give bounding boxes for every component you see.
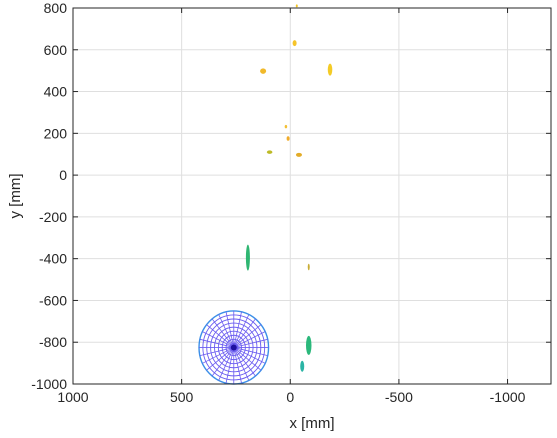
mesh-spoke bbox=[218, 347, 235, 381]
mesh-spoke bbox=[199, 347, 234, 356]
tick-labels: 1000 500 0 -500 -1000 800 600 400 200 0 -200 -400 -6… bbox=[31, 0, 525, 405]
x-tick-label: 1000 bbox=[57, 389, 88, 405]
mesh-spoke bbox=[233, 338, 268, 348]
axes bbox=[72, 7, 552, 385]
mesh-spoke bbox=[233, 347, 268, 356]
mesh-spoke bbox=[211, 347, 235, 377]
mesh-spoke bbox=[225, 311, 235, 348]
mesh-spoke bbox=[206, 347, 235, 371]
mesh-spoke bbox=[233, 324, 262, 348]
data-blob bbox=[300, 360, 305, 372]
mesh-spoke bbox=[218, 314, 235, 348]
y-tick-label: -1000 bbox=[31, 376, 67, 392]
mesh-spoke bbox=[233, 347, 242, 384]
data-blob bbox=[245, 244, 250, 271]
mesh-spoke bbox=[202, 331, 234, 348]
data-marks bbox=[198, 4, 333, 385]
mesh-spoke bbox=[233, 347, 250, 381]
mesh-spoke bbox=[225, 347, 235, 384]
data-blob bbox=[284, 124, 288, 129]
y-tick-label: 400 bbox=[44, 84, 68, 100]
data-blob bbox=[266, 150, 273, 154]
data-blob bbox=[307, 263, 310, 271]
x-tick-label: 0 bbox=[286, 389, 294, 405]
y-axis-label: y [mm] bbox=[7, 174, 24, 219]
data-blob bbox=[327, 63, 333, 76]
y-tick-label: 0 bbox=[59, 167, 67, 183]
mesh-ellipse bbox=[198, 310, 270, 385]
y-tick-label: 600 bbox=[44, 42, 68, 58]
data-blob bbox=[286, 136, 290, 141]
y-tick-label: -800 bbox=[39, 334, 67, 350]
y-tick-label: -200 bbox=[39, 209, 67, 225]
x-axis-label: x [mm] bbox=[290, 415, 335, 432]
mesh-center bbox=[230, 344, 237, 351]
data-blob bbox=[292, 40, 297, 47]
x-tick-label: -1000 bbox=[490, 389, 526, 405]
mesh-spoke bbox=[233, 314, 250, 348]
y-tick-label: 200 bbox=[44, 125, 68, 141]
mesh-spoke bbox=[233, 347, 266, 364]
y-tick-label: 800 bbox=[44, 0, 68, 16]
mesh-spoke bbox=[233, 347, 262, 371]
mesh-spoke bbox=[233, 331, 266, 348]
grid-lines bbox=[72, 7, 551, 385]
mesh-spoke bbox=[233, 311, 242, 348]
mesh-spoke bbox=[206, 324, 235, 348]
mesh-spoke bbox=[211, 318, 235, 348]
data-blob bbox=[260, 68, 267, 74]
mesh-spoke bbox=[233, 318, 256, 348]
y-tick-label: -400 bbox=[39, 251, 67, 267]
mesh-spoke bbox=[199, 338, 234, 348]
data-blob bbox=[295, 152, 302, 157]
x-tick-label: 500 bbox=[170, 389, 194, 405]
y-tick-label: -600 bbox=[39, 292, 67, 308]
mesh-spoke bbox=[233, 347, 256, 377]
mesh-spoke bbox=[202, 347, 234, 364]
x-tick-label: -500 bbox=[385, 389, 413, 405]
data-blob bbox=[295, 4, 298, 8]
data-blob bbox=[305, 335, 312, 355]
plot-frame bbox=[72, 7, 552, 385]
